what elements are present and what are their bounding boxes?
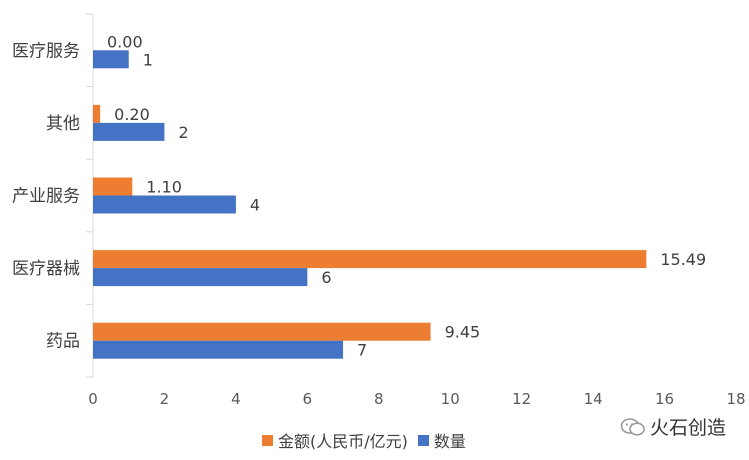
bar-count (93, 50, 129, 69)
x-tick-label: 4 (231, 390, 241, 408)
data-label-amount: 1.10 (146, 178, 182, 197)
category-label: 药品 (46, 332, 80, 352)
legend-label-amount: 金额(人民币/亿元) (278, 432, 408, 451)
legend-item-count: 数量 (417, 428, 466, 452)
bar-amount (93, 104, 101, 123)
bar-amount (93, 322, 431, 341)
data-label-count: 1 (143, 50, 153, 69)
category-label: 医疗器械 (12, 259, 80, 279)
legend-swatch-amount (262, 434, 273, 446)
wechat-icon (620, 417, 645, 436)
bar-amount (93, 177, 133, 196)
bar-amount (93, 250, 647, 269)
x-tick-label: 0 (88, 390, 98, 408)
watermark: 火石创造 (620, 413, 726, 440)
data-label-count: 7 (357, 341, 367, 360)
bar-count (93, 195, 236, 214)
category-label: 医疗服务 (12, 41, 80, 61)
category-label: 产业服务 (12, 187, 80, 207)
watermark-text: 火石创造 (650, 417, 727, 439)
x-tick-label: 10 (441, 390, 460, 408)
legend-swatch-count (417, 434, 429, 446)
x-tick-label: 6 (303, 390, 313, 408)
legend-item-amount: 金额(人民币/亿元) (262, 428, 408, 452)
data-label-amount: 9.45 (445, 323, 481, 342)
data-label-count: 2 (178, 123, 188, 142)
bar-count (93, 122, 165, 141)
x-tick-label: 16 (655, 390, 674, 408)
category-label: 其他 (46, 114, 80, 134)
data-label-amount: 15.49 (660, 250, 706, 269)
x-tick-label: 12 (512, 390, 531, 408)
x-tick-label: 2 (160, 390, 170, 408)
data-label-amount: 0.00 (107, 32, 143, 51)
bar-count (93, 340, 344, 359)
legend-label-count: 数量 (433, 432, 466, 451)
data-label-count: 6 (321, 268, 331, 287)
x-tick-label: 14 (584, 390, 603, 408)
legend: 金额(人民币/亿元) 数量 (262, 428, 466, 452)
x-tick-label: 18 (726, 390, 745, 408)
data-label-count: 4 (250, 196, 260, 215)
x-tick-label: 8 (374, 390, 384, 408)
data-label-amount: 0.20 (114, 105, 150, 124)
bar-count (93, 268, 308, 287)
